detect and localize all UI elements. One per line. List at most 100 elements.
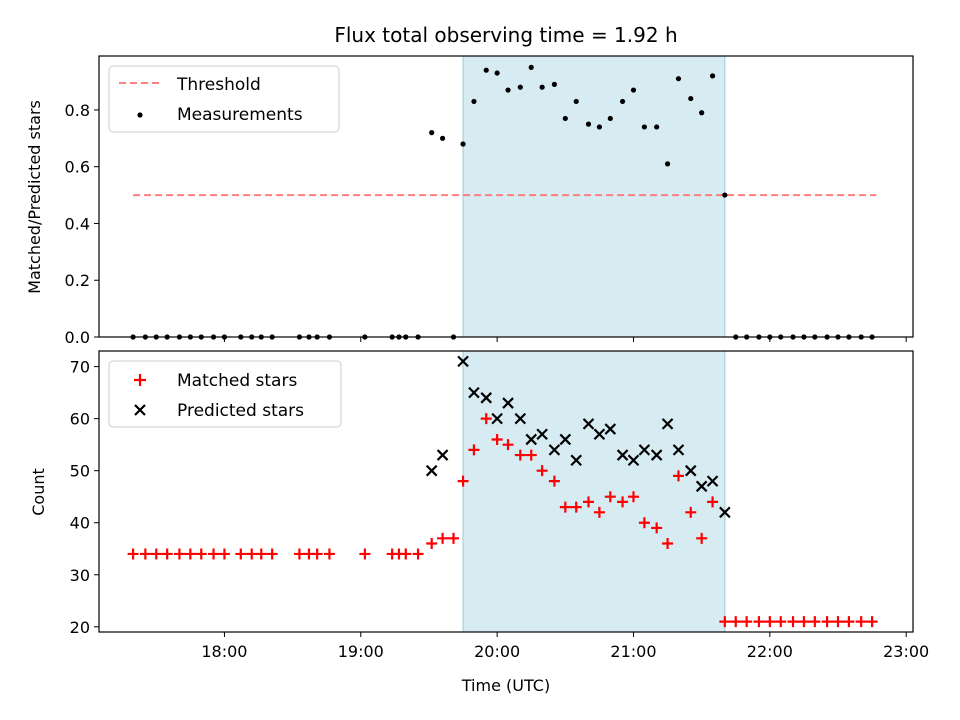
predicted-star-point	[672, 444, 685, 456]
measurement-point	[630, 87, 637, 93]
matched-star-point	[617, 496, 629, 508]
matched-star-point	[638, 517, 650, 529]
matched-star-point	[707, 496, 719, 508]
matched-star-point	[195, 548, 207, 560]
chart-title: Flux total observing time = 1.92 h	[334, 23, 677, 47]
measurement-point	[585, 121, 592, 127]
predicted-star-point	[582, 418, 595, 430]
matched-star-point	[150, 548, 162, 560]
predicted-star-point	[570, 454, 582, 467]
predicted-star-point	[514, 412, 527, 425]
measurement-point	[688, 95, 694, 102]
matched-star-point	[741, 616, 753, 628]
bottom-shaded-interval	[462, 350, 726, 633]
measurement-point	[709, 73, 716, 79]
matched-star-point	[266, 548, 278, 560]
matched-star-point	[672, 470, 684, 482]
x-tick-label: 18:00	[201, 642, 247, 661]
x-tick-label: 19:00	[338, 642, 384, 661]
matched-star-point	[448, 532, 460, 544]
matched-star-point	[218, 548, 230, 560]
matched-star-point	[184, 548, 196, 560]
predicted-star-point	[604, 423, 617, 435]
predicted-star-point	[706, 475, 719, 487]
matched-star-point	[570, 501, 582, 513]
matched-star-point	[719, 616, 731, 628]
matched-star-point	[514, 449, 526, 461]
matched-star-point	[662, 538, 674, 550]
measurement-point	[641, 124, 647, 130]
matched-star-point	[161, 548, 173, 560]
matched-star-point	[764, 616, 776, 628]
matched-star-point	[491, 433, 503, 445]
measurement-point	[551, 81, 558, 87]
matched-star-point	[323, 548, 335, 560]
measurement-point	[607, 115, 613, 122]
matched-star-point	[359, 548, 371, 560]
bottom-y-tick-label: 50	[70, 462, 90, 481]
measurement-point	[699, 110, 705, 116]
predicted-star-point	[695, 480, 708, 493]
bottom-y-axis-label: Count	[29, 468, 48, 516]
matched-star-point	[604, 491, 616, 503]
predicted-star-point	[593, 428, 606, 441]
measurement-point	[528, 64, 534, 70]
matched-star-point	[582, 496, 594, 508]
matched-star-point	[809, 616, 821, 628]
x-tick-label: 23:00	[883, 642, 929, 661]
predicted-star-point	[457, 355, 469, 368]
matched-star-point	[468, 444, 480, 456]
bottom-x-ticks: 18:00 19:00 20:00 21:00 22:00 23:00	[201, 632, 929, 661]
legend-predicted-swatch	[134, 404, 146, 416]
matched-star-point	[525, 449, 537, 461]
bottom-y-tick-label: 40	[70, 514, 90, 533]
measurement-point	[596, 124, 602, 130]
predicted-star-point	[436, 449, 449, 461]
legend-predicted-label: Predicted stars	[177, 401, 304, 421]
matched-star-point	[173, 548, 185, 560]
matched-star-point	[502, 439, 514, 451]
matched-star-point	[426, 538, 438, 550]
matched-star-point	[127, 548, 139, 560]
top-legend: Threshold Measurements	[108, 65, 340, 133]
predicted-star-point	[684, 464, 697, 477]
bottom-legend: Matched stars Predicted stars	[108, 360, 342, 428]
legend-threshold-label: Threshold	[176, 75, 261, 95]
bottom-y-tick-label: 60	[70, 410, 90, 429]
matched-star-point	[775, 616, 787, 628]
top-y-tick-label: 0.4	[65, 214, 90, 233]
top-y-axis-label: Matched/Predicted stars	[25, 100, 44, 294]
measurement-point	[460, 141, 466, 147]
matched-star-point	[536, 465, 548, 477]
top-plot-frame	[98, 55, 914, 338]
bottom-y-tick-label: 20	[70, 618, 90, 637]
top-shaded-interval	[462, 55, 726, 338]
top-y-tick-label: 0.6	[65, 158, 90, 177]
measurement-point	[429, 130, 435, 136]
legend-matched-label: Matched stars	[177, 371, 297, 391]
x-tick-label: 22:00	[747, 642, 793, 661]
measurement-point	[675, 76, 682, 82]
x-axis-label: Time (UTC)	[461, 676, 550, 695]
matched-star-point	[293, 548, 305, 560]
matched-star-point	[753, 616, 765, 628]
shaded-observing-interval	[462, 55, 726, 338]
bottom-y-tick-label: 70	[70, 358, 90, 377]
predicted-star-point	[525, 433, 538, 446]
measurement-point	[439, 135, 446, 141]
legend-measurements-label: Measurements	[177, 105, 303, 125]
predicted-star-points	[425, 355, 731, 519]
matched-star-point	[696, 532, 708, 544]
matched-star-point	[593, 506, 605, 518]
predicted-star-point	[425, 464, 438, 477]
measurement-point	[619, 98, 626, 105]
matched-star-point	[400, 548, 412, 560]
top-y-tick-label: 0.0	[65, 328, 90, 347]
measurement-point	[517, 84, 523, 90]
shaded-observing-interval	[462, 350, 726, 633]
predicted-star-point	[627, 454, 640, 467]
matched-star-point	[855, 616, 867, 628]
legend-matched-swatch	[134, 374, 146, 386]
measurement-point	[664, 161, 671, 167]
